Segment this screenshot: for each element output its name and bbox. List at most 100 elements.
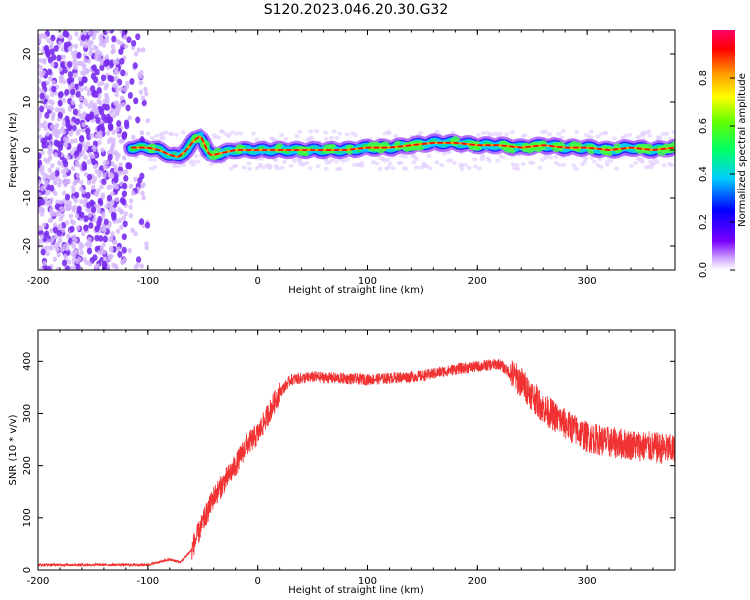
noise-dot: [88, 222, 94, 229]
noise-dot: [46, 265, 52, 270]
halo-dot: [380, 156, 386, 161]
noise-dot: [140, 95, 146, 101]
noise-dot: [97, 197, 103, 205]
noise-dot: [113, 239, 118, 245]
halo-dot: [304, 161, 310, 166]
noise-dot: [39, 88, 45, 94]
noise-dot: [126, 36, 132, 44]
noise-dot: [118, 48, 124, 56]
noise-dot: [112, 100, 118, 106]
noise-dot: [116, 132, 122, 139]
halo-dot: [661, 163, 667, 168]
noise-dot: [113, 151, 118, 157]
noise-dot: [75, 60, 81, 67]
noise-dot: [39, 92, 45, 100]
halo-dot: [647, 133, 653, 138]
noise-dot: [50, 34, 56, 42]
noise-dot: [118, 162, 123, 168]
noise-dot: [80, 149, 86, 155]
halo-dot: [228, 166, 234, 171]
noise-dot: [63, 160, 69, 168]
noise-dot: [98, 134, 103, 140]
noise-dot: [68, 213, 74, 219]
noise-dot: [73, 198, 79, 204]
noise-dot: [38, 126, 41, 133]
noise-dot: [50, 61, 55, 68]
noise-dot: [98, 235, 104, 242]
noise-dot: [38, 113, 42, 120]
noise-dot: [79, 211, 85, 219]
noise-dot: [73, 43, 79, 49]
noise-dot: [116, 120, 122, 127]
halo-dot: [344, 157, 350, 162]
snr-ytick-label: 300: [22, 404, 33, 423]
noise-dot: [57, 99, 63, 107]
halo-dot: [267, 165, 273, 170]
noise-dot: [66, 124, 73, 131]
noise-dot: [99, 108, 105, 116]
noise-dot: [52, 179, 58, 185]
noise-dot: [49, 184, 55, 192]
spectrogram-xtick-label: 100: [358, 276, 377, 287]
noise-dot: [105, 130, 111, 136]
noise-dot: [119, 224, 124, 230]
noise-dot: [100, 74, 107, 82]
halo-dot: [411, 160, 417, 165]
noise-dot: [85, 141, 91, 147]
spectrogram-ytick-label: 10: [22, 96, 33, 109]
halo-dot: [173, 132, 179, 137]
noise-dot: [43, 125, 48, 131]
noise-dot: [141, 182, 146, 188]
noise-dot: [42, 59, 47, 65]
halo-dot: [419, 165, 425, 170]
noise-dot: [114, 196, 120, 203]
noise-dot: [69, 150, 75, 156]
halo-dot: [515, 166, 521, 171]
noise-dot: [52, 256, 58, 262]
halo-dot: [323, 166, 329, 171]
noise-dot: [74, 118, 81, 125]
noise-dot: [111, 211, 117, 219]
noise-dot: [141, 195, 146, 201]
noise-dot: [89, 85, 96, 93]
noise-dot: [61, 121, 67, 127]
halo-dot: [509, 130, 515, 135]
noise-dot: [121, 198, 127, 206]
noise-dot: [52, 226, 58, 234]
noise-dot: [74, 213, 80, 219]
noise-dot: [97, 172, 102, 178]
noise-dot: [112, 59, 118, 65]
halo-dot: [359, 161, 365, 166]
noise-dot: [87, 261, 93, 267]
halo-dot: [591, 159, 597, 164]
noise-dot: [108, 123, 114, 131]
halo-dot: [553, 154, 559, 159]
noise-dot: [77, 76, 83, 82]
halo-dot: [547, 132, 553, 137]
noise-dot: [101, 178, 107, 186]
noise-dot: [51, 54, 57, 61]
noise-dot: [85, 207, 90, 213]
noise-dot: [144, 221, 151, 229]
noise-dot: [62, 173, 67, 179]
halo-dot: [588, 129, 594, 134]
noise-dot: [59, 205, 64, 212]
noise-dot: [47, 156, 52, 162]
noise-dot: [114, 70, 119, 76]
noise-dot: [81, 122, 86, 128]
noise-dot: [135, 262, 140, 268]
noise-dot: [64, 115, 70, 123]
noise-dot: [49, 206, 54, 212]
halo-dot: [657, 136, 663, 141]
noise-dot: [94, 54, 99, 60]
halo-dot: [274, 166, 280, 171]
noise-dot: [87, 212, 92, 218]
noise-dot: [67, 46, 73, 52]
noise-dot: [122, 220, 128, 228]
spectrogram-ytick-label: 0: [22, 147, 33, 153]
noise-dot: [119, 40, 124, 46]
halo-dot: [307, 166, 313, 171]
noise-dot: [56, 160, 62, 166]
noise-dot: [139, 172, 145, 180]
